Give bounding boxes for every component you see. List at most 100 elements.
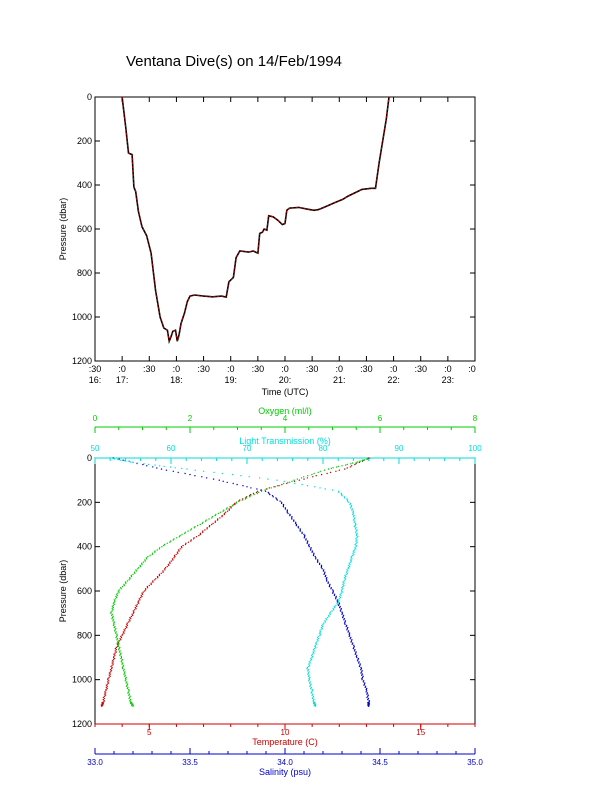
temperature-point: [170, 560, 172, 562]
transmission-point: [317, 640, 319, 642]
transmission-point: [308, 663, 310, 665]
oxygen-point: [113, 626, 116, 629]
transmission-profile: [108, 457, 359, 707]
y-axis: 0 200 400 600 800 1000 1200: [72, 453, 475, 729]
salinity-point: [293, 520, 295, 522]
transmission-point: [310, 657, 312, 660]
transmission-point: [310, 659, 313, 661]
temperature-point: [171, 558, 174, 560]
transmission-point: [348, 501, 350, 503]
transmission-point: [308, 680, 310, 682]
oxygen-point: [121, 666, 124, 669]
oxygen-point: [126, 683, 129, 685]
salinity-point: [353, 650, 356, 652]
oxygen-point: [313, 472, 315, 475]
transmission-point: [311, 656, 313, 659]
salinity-point: [367, 697, 370, 700]
transmission-point: [355, 540, 357, 542]
salinity-point: [347, 631, 349, 633]
oxygen-point: [117, 645, 120, 648]
transmission-point: [307, 670, 309, 672]
x-tick-label: :30: [414, 364, 427, 374]
temperature-point: [103, 695, 106, 697]
oxygen-axis: 0 2 4 6 8: [93, 414, 478, 433]
salinity-point: [201, 476, 203, 478]
oxygen-point: [245, 497, 248, 499]
transmission-point: [331, 610, 333, 612]
oxygen-point: [128, 579, 130, 581]
salinity-point: [355, 651, 357, 653]
transmission-point: [319, 633, 322, 635]
transmission-point: [311, 694, 313, 696]
y-axis: 0 200 400 600 800 1000 1200: [72, 92, 475, 366]
salinity-point: [336, 600, 338, 602]
salinity-point: [340, 609, 342, 611]
transmission-point: [347, 567, 350, 569]
temperature-point: [144, 590, 146, 592]
transmission-point: [136, 462, 139, 464]
oxygen-point: [117, 592, 119, 594]
oxygen-point: [291, 480, 293, 482]
temperature-point: [114, 650, 116, 652]
salinity-point: [344, 623, 346, 625]
temperature-point: [245, 496, 248, 498]
salinity-point: [218, 479, 220, 481]
temperature-point: [126, 626, 128, 629]
temperature-point: [113, 653, 115, 655]
transmission-point: [314, 705, 317, 707]
transmission-point: [202, 470, 205, 472]
temperature-point: [132, 614, 134, 617]
temperature-axis-label: Temperature (C): [252, 737, 318, 747]
transmission-point: [320, 631, 322, 633]
oxygen-point: [111, 608, 113, 610]
oxygen-point: [236, 501, 238, 503]
temperature-point: [164, 568, 166, 570]
salinity-point: [348, 634, 351, 636]
transmission-point: [318, 635, 320, 638]
salinity-point: [360, 667, 363, 670]
temperature-point: [108, 676, 110, 679]
salinity-point: [357, 657, 360, 660]
oxygen-point: [145, 557, 148, 559]
temperature-point: [123, 629, 125, 631]
temperature-point: [349, 466, 352, 468]
salinity-point: [346, 628, 348, 630]
temperature-point: [139, 599, 141, 601]
x-tick-label: :0: [336, 364, 344, 374]
transmission-point: [333, 609, 335, 611]
oxygen-point: [139, 564, 141, 567]
transmission-point: [351, 509, 353, 511]
transmission-point: [329, 613, 331, 615]
transmission-point: [323, 622, 325, 624]
oxygen-point: [128, 694, 130, 696]
oxygen-point: [317, 471, 319, 474]
salinity-point: [260, 489, 262, 491]
transmission-point: [319, 487, 321, 489]
transmission-point: [354, 522, 357, 525]
chart-title: Ventana Dive(s) on 14/Feb/1994: [126, 53, 342, 70]
salinity-point: [337, 604, 340, 607]
temperature-point: [230, 506, 232, 508]
salinity-point: [305, 539, 307, 541]
transmission-point: [321, 628, 323, 630]
salinity-point: [303, 537, 305, 539]
temperature-point: [166, 565, 168, 568]
transmission-point: [328, 614, 330, 617]
salinity-point: [354, 653, 356, 655]
oxygen-point: [114, 632, 117, 634]
transmission-point: [340, 493, 343, 496]
temperature-point: [118, 640, 121, 642]
oxygen-point: [283, 482, 285, 485]
oxygen-point: [330, 467, 333, 470]
temperature-point: [146, 585, 149, 588]
oxygen-point: [359, 460, 361, 463]
salinity-point: [355, 655, 358, 658]
salinity-point: [152, 466, 154, 468]
temperature-point: [273, 486, 275, 488]
transmission-point: [311, 655, 314, 658]
salinity-point: [325, 574, 327, 577]
salinity-point: [355, 652, 357, 654]
transmission-point: [354, 547, 356, 549]
salinity-point: [367, 694, 369, 696]
